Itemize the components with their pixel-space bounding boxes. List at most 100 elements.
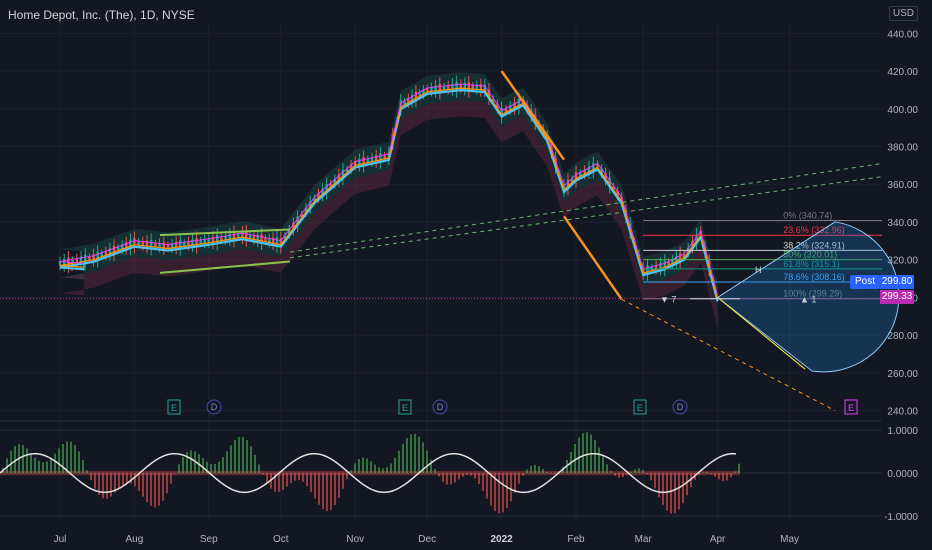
osc-histogram-bar — [674, 473, 676, 514]
osc-histogram-bar — [90, 473, 92, 481]
candle-body — [600, 168, 603, 174]
earnings-marker-label: E — [171, 403, 177, 413]
candle-body — [517, 98, 521, 108]
osc-histogram-bar — [366, 458, 368, 473]
osc-histogram-bar — [362, 457, 364, 473]
candle-body — [592, 163, 595, 173]
candle-body — [500, 108, 503, 118]
candle-body — [154, 243, 157, 247]
osc-histogram-bar — [618, 473, 620, 478]
fib-level-label: 61.8% (315.1) — [783, 259, 840, 269]
candle-body — [447, 85, 450, 91]
candle-body — [418, 92, 421, 96]
osc-histogram-bar — [346, 473, 348, 480]
candle-body — [659, 262, 662, 270]
candle-body — [354, 160, 357, 166]
osc-histogram-bar — [190, 450, 192, 473]
osc-histogram-bar — [30, 452, 32, 473]
osc-histogram-bar — [402, 443, 404, 473]
x-tick-label: Feb — [567, 534, 585, 545]
currency-label[interactable]: USD — [888, 6, 918, 21]
candle-body — [166, 244, 170, 248]
candle-body — [562, 184, 566, 192]
osc-histogram-bar — [130, 473, 132, 484]
dividend-marker-label: D — [437, 402, 444, 412]
osc-tick-label: -1.0000 — [884, 512, 918, 523]
x-tick-label: Nov — [346, 534, 364, 545]
candle-body — [654, 265, 658, 271]
osc-histogram-bar — [254, 454, 256, 473]
osc-histogram-bar — [726, 473, 728, 481]
candle-body — [403, 101, 406, 105]
candle-body — [325, 184, 328, 194]
candle-body — [362, 157, 365, 167]
candle-body — [695, 234, 698, 244]
ma-line-slow — [59, 83, 719, 296]
dividend-marker — [432, 399, 448, 415]
osc-histogram-bar — [478, 473, 480, 484]
chart-title: Home Depot, Inc. (The), 1D, NYSE — [8, 8, 195, 22]
osc-histogram-bar — [82, 460, 84, 473]
y-tick-label: 380.00 — [887, 142, 918, 153]
channel-line-lower — [159, 260, 291, 274]
x-tick-label: Dec — [418, 534, 436, 545]
candle-body — [366, 159, 369, 163]
osc-histogram-bar — [98, 473, 100, 496]
candle-body — [313, 197, 316, 201]
candle-body — [283, 235, 287, 239]
osc-histogram-bar — [466, 473, 468, 475]
candle-body — [129, 239, 132, 249]
osc-histogram-bar — [34, 457, 36, 473]
y-tick-label: 340.00 — [887, 218, 918, 229]
candle-body — [616, 191, 619, 197]
osc-histogram-bar — [670, 473, 672, 514]
osc-histogram-bar — [598, 447, 600, 473]
osc-histogram-bar — [390, 463, 392, 473]
candle-body — [195, 238, 198, 248]
osc-histogram-bar — [586, 432, 588, 473]
earnings-marker-label: E — [637, 403, 643, 413]
osc-histogram-bar — [186, 452, 188, 473]
candle-body — [410, 95, 414, 103]
osc-histogram-bar — [46, 461, 48, 473]
y-tick-label: 360.00 — [887, 180, 918, 191]
candle-body — [84, 254, 87, 264]
osc-histogram-bar — [202, 458, 204, 473]
x-tick-label: Sep — [200, 534, 218, 545]
osc-histogram-bar — [14, 445, 16, 473]
osc-histogram-bar — [102, 473, 104, 499]
y-tick-label: 320.00 — [887, 256, 918, 267]
osc-histogram-bar — [238, 437, 240, 473]
earnings-marker — [633, 399, 647, 415]
osc-histogram-bar — [54, 453, 56, 473]
y-tick-label: 260.00 — [887, 369, 918, 380]
projection-line — [621, 298, 836, 412]
candle-body — [678, 253, 682, 263]
candle-body — [587, 166, 591, 174]
osc-histogram-bar — [66, 441, 68, 473]
osc-histogram-bar — [422, 442, 424, 473]
candle-body — [487, 89, 491, 99]
candle-body — [220, 237, 223, 241]
osc-histogram-bar — [538, 466, 540, 473]
osc-histogram-bar — [442, 473, 444, 482]
candle-body — [187, 241, 190, 247]
osc-histogram-bar — [690, 473, 692, 488]
dividend-marker — [672, 399, 688, 415]
osc-histogram-bar — [582, 433, 584, 473]
candle-body — [268, 237, 271, 243]
candle-body — [300, 214, 303, 218]
candle-body — [211, 236, 215, 244]
trend-line-dashed-2 — [289, 176, 883, 259]
candle-body — [663, 260, 666, 270]
osc-histogram-bar — [334, 473, 336, 506]
candle-body — [370, 157, 374, 163]
osc-histogram-bar — [326, 473, 328, 512]
candle-body — [341, 169, 345, 179]
candle-body — [199, 240, 202, 244]
osc-histogram-bar — [630, 471, 632, 473]
candle-body — [422, 89, 425, 95]
bars-count-label: ▼ 7 — [660, 295, 676, 305]
osc-histogram-bar — [686, 473, 688, 496]
